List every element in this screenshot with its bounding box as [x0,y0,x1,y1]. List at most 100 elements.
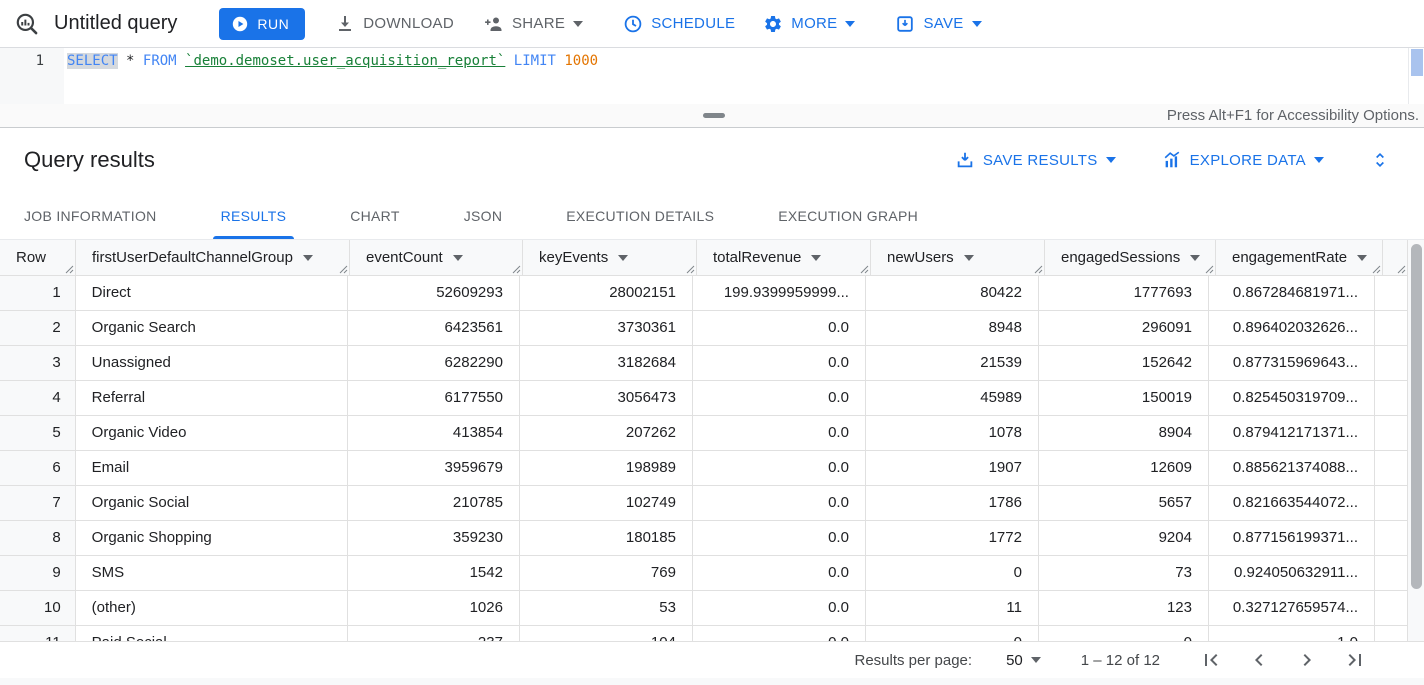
column-header-engagedSessions: engagedSessions [1045,240,1216,275]
first-page-button[interactable] [1194,648,1228,672]
chevron-down-icon [1314,157,1324,163]
last-page-icon [1348,654,1361,666]
column-menu-caret-icon[interactable] [1190,254,1201,261]
more-button[interactable]: MORE [763,14,856,34]
results-table: Row firstUserDefaultChannelGroup eventCo… [0,240,1424,641]
column-header-newUsers: newUsers [871,240,1045,275]
save-results-icon [957,152,973,168]
query-magnifier-icon [16,13,38,34]
table-scrollbar[interactable] [1407,240,1424,641]
column-menu-caret-icon[interactable] [1357,254,1368,261]
line-number: 1 [35,53,44,69]
table-row: 9 SMS 1542 769 0.0 0 73 0.924050632911... [0,556,1407,591]
share-button[interactable]: SHARE [484,14,584,34]
column-header-spacer [1383,240,1407,275]
last-page-button[interactable] [1338,648,1372,672]
sql-keyword-select: SELECT [67,53,118,69]
column-menu-caret-icon[interactable] [618,254,629,261]
results-tabbar: JOB INFORMATION RESULTS CHART JSON EXECU… [0,192,1424,240]
chart-bars-icon [1164,151,1179,168]
chevron-down-icon [971,20,982,27]
sql-code-line[interactable]: SELECT * FROM `demo.demoset.user_acquisi… [64,48,1408,104]
sql-limit-value: 1000 [564,53,599,69]
tab-execution-graph[interactable]: EXECUTION GRAPH [778,207,919,224]
tab-json[interactable]: JSON [463,207,503,224]
table-row: 6 Email 3959679 198989 0.0 1907 12609 0.8856213… [0,451,1407,486]
table-row: 10 (other) 1026 53 0.0 11 123 0.327127659574... [0,591,1407,626]
column-header-eventCount: eventCount [350,240,523,275]
column-resize-handle[interactable] [512,265,521,274]
expand-results-button[interactable] [1370,150,1390,170]
tab-job-information[interactable]: JOB INFORMATION [24,207,157,224]
sql-editor[interactable]: 1 SELECT * FROM `demo.demoset.user_acqui… [0,48,1424,104]
sql-keyword-limit: LIMIT [513,53,556,69]
column-menu-caret-icon[interactable] [811,254,822,261]
column-menu-caret-icon[interactable] [452,254,463,261]
pagination-bar: Results per page: 50 1 – 12 of 12 [0,641,1424,678]
editor-status-strip: Press Alt+F1 for Accessibility Options. [0,104,1424,128]
table-row: 4 Referral 6177550 3056473 0.0 45989 150019 0.8… [0,381,1407,416]
save-results-button[interactable]: SAVE RESULTS [955,150,1116,170]
tab-results[interactable]: RESULTS [212,192,295,239]
column-resize-handle[interactable] [686,265,695,274]
schedule-button[interactable]: SCHEDULE [623,14,735,34]
tab-execution-details[interactable]: EXECUTION DETAILS [566,207,715,224]
next-page-button[interactable] [1290,648,1324,672]
page-range-label: 1 – 12 of 12 [1080,651,1160,669]
previous-page-button[interactable] [1242,648,1276,672]
chevron-down-icon [1030,657,1041,663]
sql-keyword-from: FROM [142,53,177,69]
table-header-row: Row firstUserDefaultChannelGroup eventCo… [0,240,1407,276]
column-header-totalRevenue: totalRevenue [697,240,871,275]
column-header-row: Row [0,240,76,275]
column-resize-handle[interactable] [339,265,348,274]
gear-icon [765,15,782,32]
save-button[interactable]: SAVE [895,14,982,34]
table-row: 7 Organic Social 210785 102749 0.0 1786 5657 0.… [0,486,1407,521]
query-editor-toolbar: Untitled query RUN DOWNLOAD SHARE SCHEDU… [0,0,1424,48]
clock-icon [624,15,642,32]
column-menu-caret-icon[interactable] [302,254,313,261]
column-resize-handle[interactable] [860,265,869,274]
column-header-firstUserDefaultChannelGroup: firstUserDefaultChannelGroup [76,240,350,275]
panel-resize-handle[interactable] [703,113,725,118]
tab-chart[interactable]: CHART [350,207,400,224]
table-scrollbar-thumb[interactable] [1411,244,1422,589]
person-add-icon [485,17,502,31]
explore-data-button[interactable]: EXPLORE DATA [1162,150,1324,170]
page-title: Untitled query [54,12,178,34]
table-row: 8 Organic Shopping 359230 180185 0.0 1772 9204… [0,521,1407,556]
sql-star: * [126,53,135,69]
table-row: 2 Organic Search 6423561 3730361 0.0 8948 2960… [0,311,1407,346]
column-header-engagementRate: engagementRate [1216,240,1383,275]
table-row: 1 Direct 52609293 28002151 199.9399959999...… [0,276,1407,311]
query-results-header: Query results SAVE RESULTS EXPLORE DATA [0,128,1424,192]
play-circle-icon [233,16,248,31]
chevron-right-icon [1303,654,1311,666]
line-number-gutter: 1 [0,48,64,104]
download-icon [339,15,352,31]
unfold-more-icon [1376,152,1384,168]
table-row: 3 Unassigned 6282290 3182684 0.0 21539 152642 0… [0,346,1407,381]
editor-scrollbar[interactable] [1408,48,1424,104]
chevron-down-icon [573,20,584,27]
run-button[interactable]: RUN [219,7,306,40]
column-resize-handle[interactable] [1397,265,1406,274]
column-resize-handle[interactable] [65,265,74,274]
results-per-page-label: Results per page: [854,651,973,669]
column-resize-handle[interactable] [1205,265,1214,274]
editor-scrollbar-thumb[interactable] [1411,49,1423,76]
bottom-strip [0,678,1424,685]
chevron-down-icon [1105,157,1116,163]
column-resize-handle[interactable] [1034,265,1043,274]
column-menu-caret-icon[interactable] [963,254,974,261]
accessibility-hint: Press Alt+F1 for Accessibility Options. [1166,107,1419,124]
page-size-dropdown[interactable]: 50 [1006,652,1041,669]
chevron-left-icon [1255,654,1263,666]
save-icon [897,15,914,32]
download-button[interactable]: DOWNLOAD [335,14,454,34]
table-row: 5 Organic Video 413854 207262 0.0 1078 8904 0.8… [0,416,1407,451]
chevron-down-icon [845,20,856,27]
column-resize-handle[interactable] [1372,265,1381,274]
table-reference-link[interactable]: `demo.demoset.user_acquisition_report` [185,53,506,69]
